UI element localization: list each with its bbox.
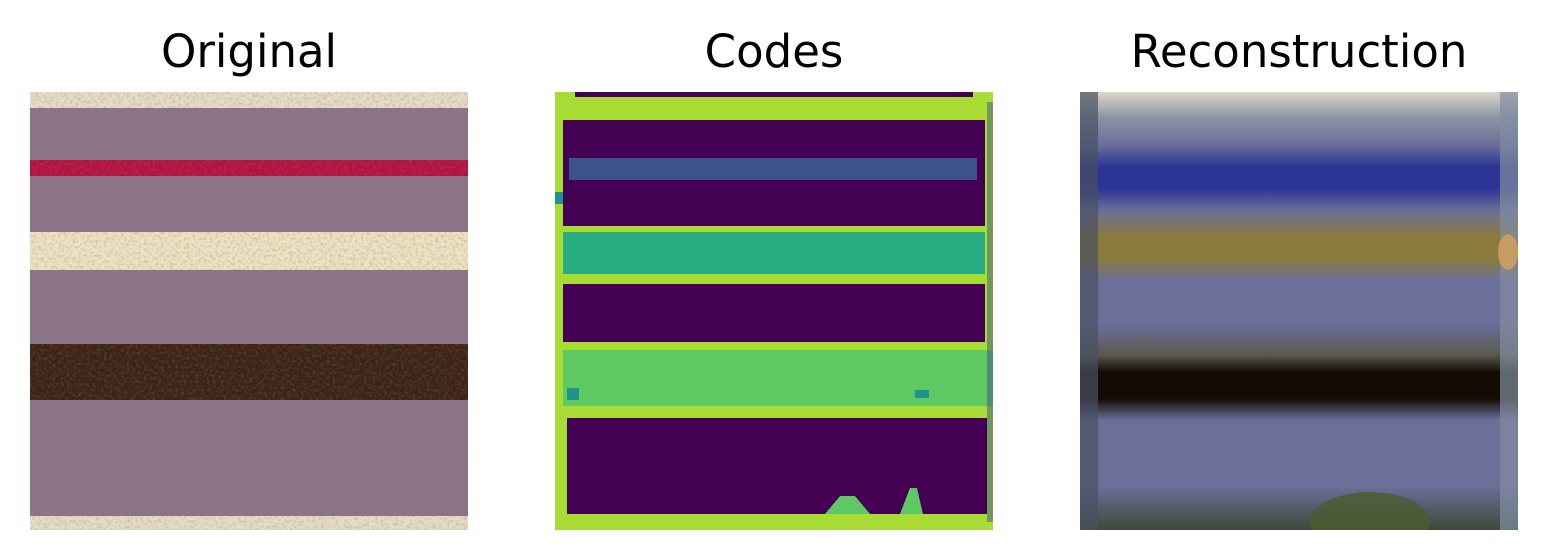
codes-image xyxy=(555,92,993,530)
original-title: Original xyxy=(160,25,338,78)
reconstruction-image xyxy=(1080,92,1518,530)
reconstruction-title: Reconstruction xyxy=(1130,25,1468,78)
codes-title: Codes xyxy=(704,25,844,78)
original-image xyxy=(30,92,468,530)
